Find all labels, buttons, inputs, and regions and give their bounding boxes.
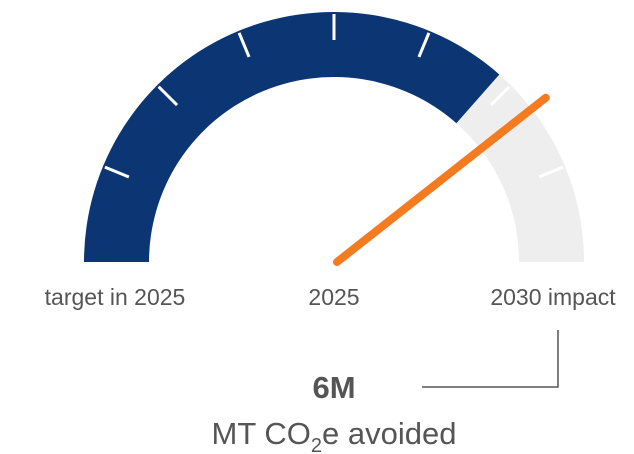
caption-subscript: 2 [311, 435, 322, 454]
left-label: target in 2025 [45, 284, 186, 310]
center-label: 2025 [308, 284, 359, 310]
gauge-tick [538, 165, 564, 179]
right-label: 2030 impact [490, 284, 616, 310]
gauge-tick [417, 32, 431, 58]
gauge [84, 12, 584, 266]
gauge-tick [237, 32, 251, 58]
gauge-fill [84, 12, 500, 263]
gauge-tick [489, 85, 511, 107]
caption: MT CO2e avoided [212, 416, 457, 454]
headline: 6M [312, 370, 355, 405]
needle [333, 93, 550, 266]
leader-line [422, 330, 559, 388]
gauge-tick [104, 165, 130, 179]
caption-text: e avoided [322, 416, 456, 451]
caption-text: MT CO [212, 416, 311, 451]
gauge-tick [157, 85, 179, 107]
